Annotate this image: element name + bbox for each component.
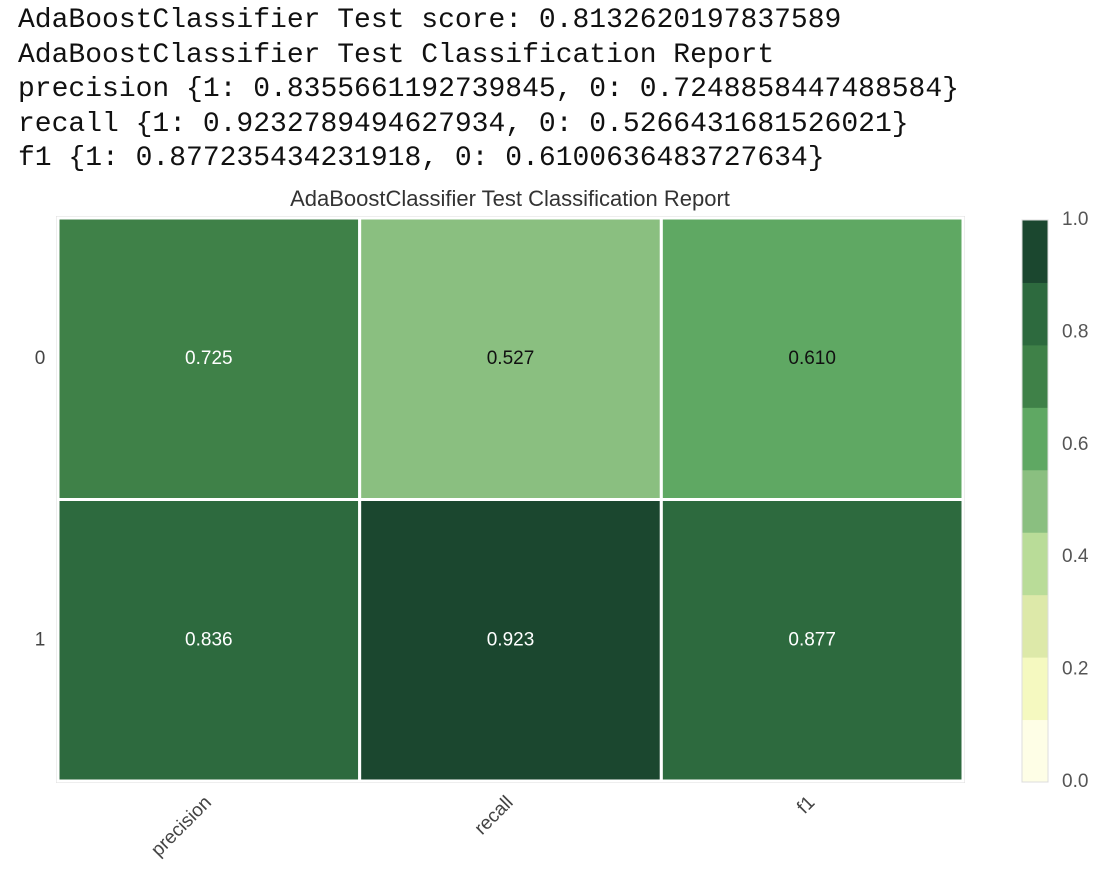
colorbar-tick-label: 0.8: [1062, 321, 1088, 342]
colorbar-band: [1022, 532, 1048, 596]
colorbar-tick-label: 0.0: [1062, 771, 1088, 792]
cell-label: 0.877: [788, 629, 836, 650]
colorbar-band: [1022, 719, 1048, 783]
colorbar-tick-label: 0.6: [1062, 434, 1088, 455]
console-line: AdaBoostClassifier Test score: 0.8132620…: [18, 5, 842, 36]
cell-label: 0.923: [487, 629, 535, 650]
heatmap-cell: [659, 216, 965, 501]
console-line: AdaBoostClassifier Test Classification R…: [18, 39, 775, 71]
colorbar-band: [1022, 220, 1048, 283]
colorbar-band: [1022, 344, 1048, 408]
colorbar-band: [1022, 469, 1048, 533]
console-output: AdaBoostClassifier Test score: 0.8132620…: [18, 4, 959, 177]
colorbar-tick-label: 1.0: [1062, 209, 1088, 230]
console-line: f1 {1: 0.877235434231918, 0: 0.610063648…: [18, 143, 825, 174]
cell-label: 0.725: [185, 348, 233, 369]
x-tick-label: recall: [471, 792, 518, 839]
colorbar-band: [1022, 594, 1048, 658]
x-tick-label: precision: [147, 792, 216, 861]
heatmap-cell: [358, 216, 663, 501]
console-line: recall {1: 0.9232789494627934, 0: 0.5266…: [18, 108, 909, 140]
colorbar-band: [1022, 282, 1048, 346]
colorbar-tick-label: 0.2: [1062, 659, 1088, 680]
cell-label: 0.610: [788, 348, 836, 369]
colorbar-band: [1022, 657, 1048, 721]
chart-title: AdaBoostClassifier Test Classification R…: [290, 186, 730, 211]
heatmap-cell: [56, 498, 362, 783]
cell-label: 0.527: [487, 348, 535, 369]
cell-label: 0.836: [185, 629, 233, 650]
console-line: precision {1: 0.8355661192739845, 0: 0.7…: [18, 74, 959, 105]
y-tick-label: 0: [35, 348, 46, 369]
colorbar-frame: [1021, 219, 1049, 783]
y-tick-label: 1: [35, 629, 46, 650]
heatmap-cell: [358, 498, 663, 783]
colorbar-band: [1022, 407, 1048, 471]
heatmap-cell: [659, 498, 965, 783]
x-tick-label: f1: [793, 792, 819, 818]
colorbar-tick-label: 0.4: [1062, 546, 1089, 567]
